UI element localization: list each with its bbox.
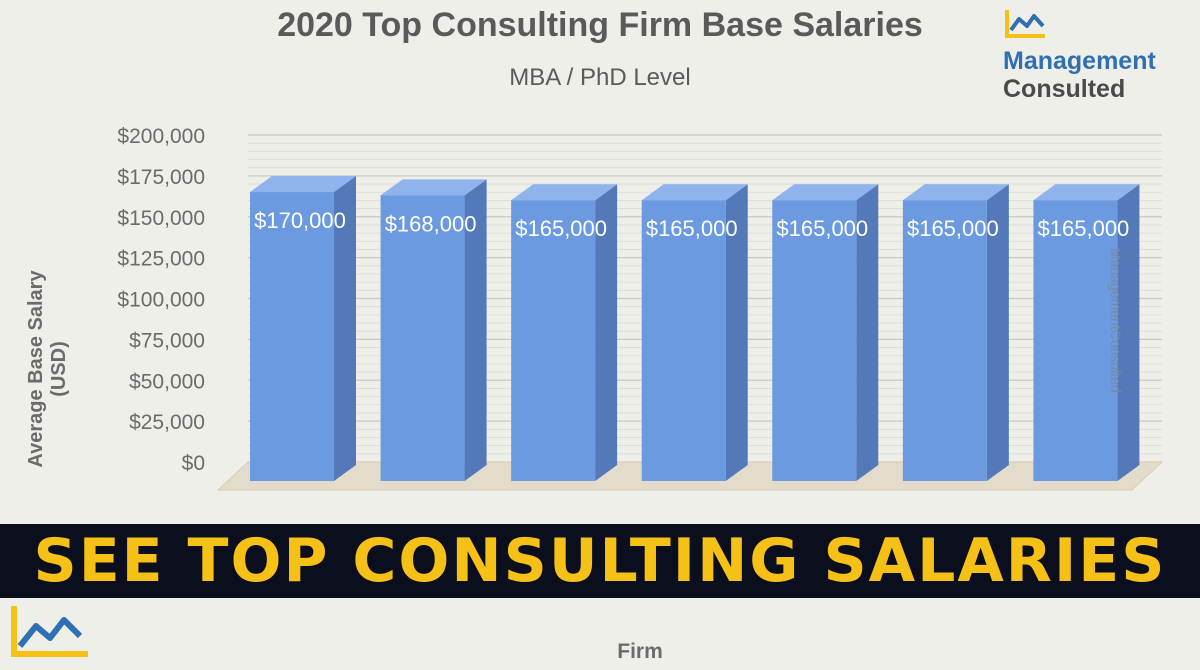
watermark: ManagementConsulted bbox=[1108, 248, 1132, 438]
y-tick-label: $100,000 bbox=[117, 289, 205, 312]
bar-side bbox=[725, 184, 748, 481]
bar bbox=[1033, 200, 1118, 481]
y-tick-label: $50,000 bbox=[129, 370, 205, 393]
y-tick-label: $0 bbox=[182, 452, 205, 475]
bar-top bbox=[380, 179, 487, 196]
bar bbox=[250, 192, 334, 482]
logo-brand-line2: Consulted bbox=[1003, 75, 1126, 103]
chart-logo-icon bbox=[1005, 10, 1045, 38]
bar-top bbox=[511, 184, 618, 201]
data-label: $170,000 bbox=[254, 208, 346, 233]
bar-side bbox=[334, 176, 356, 482]
y-tick-label: $150,000 bbox=[117, 207, 205, 230]
bar-side bbox=[986, 184, 1009, 481]
bar-top bbox=[1033, 184, 1140, 201]
cta-banner[interactable]: SEE TOP CONSULTING SALARIES bbox=[0, 524, 1200, 598]
logo-bottom-left bbox=[8, 602, 92, 665]
x-axis-label: Firm bbox=[617, 640, 663, 663]
y-axis-label: Average Base Salary (USD) bbox=[25, 270, 70, 468]
management-consulted-logo: Management Consulted bbox=[1003, 6, 1173, 103]
data-label: $168,000 bbox=[385, 211, 477, 236]
y-tick-label: $175,000 bbox=[117, 166, 205, 189]
data-label: $165,000 bbox=[776, 216, 868, 241]
chart-title: 2020 Top Consulting Firm Base Salaries bbox=[277, 6, 923, 44]
data-label: $165,000 bbox=[907, 216, 999, 241]
y-tick-label: $25,000 bbox=[129, 411, 205, 434]
data-label: $165,000 bbox=[515, 216, 607, 241]
bar bbox=[511, 200, 596, 481]
bar bbox=[380, 195, 465, 481]
bar bbox=[772, 200, 857, 481]
y-tick-label: $200,000 bbox=[117, 125, 205, 148]
bar-top bbox=[902, 184, 1009, 201]
chart-subtitle: MBA / PhD Level bbox=[509, 64, 691, 91]
bar bbox=[902, 200, 987, 481]
bar-side bbox=[464, 179, 487, 481]
bar-side bbox=[595, 184, 618, 481]
cta-banner-text[interactable]: SEE TOP CONSULTING SALARIES bbox=[33, 526, 1167, 596]
data-label: $165,000 bbox=[1038, 216, 1130, 241]
y-tick-label: $75,000 bbox=[129, 329, 205, 352]
bar-top bbox=[641, 184, 748, 201]
watermark-text: ManagementConsulted bbox=[1108, 248, 1124, 393]
logo-brand-line1: Management bbox=[1003, 47, 1156, 75]
y-tick-label: $125,000 bbox=[117, 248, 205, 271]
chart-logo-icon bbox=[11, 606, 88, 657]
bar-side bbox=[856, 184, 879, 481]
bar-top bbox=[250, 176, 356, 193]
data-label: $165,000 bbox=[646, 216, 738, 241]
bar bbox=[641, 200, 726, 481]
bar-top bbox=[772, 184, 879, 201]
bar-side bbox=[1117, 184, 1140, 481]
